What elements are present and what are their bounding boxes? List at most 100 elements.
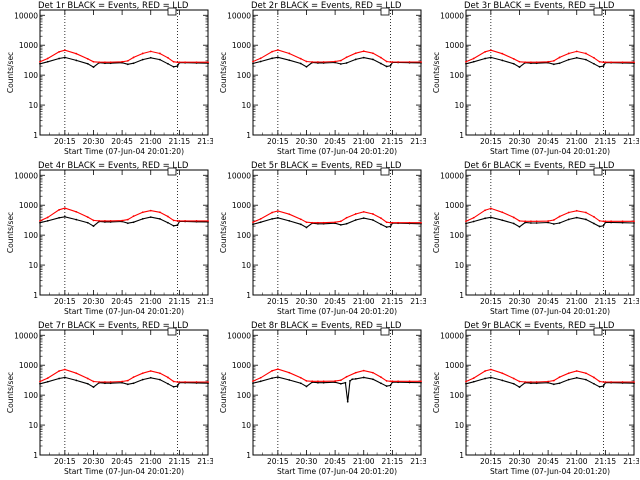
data-point-lld xyxy=(547,380,550,383)
data-point-lld xyxy=(322,380,325,383)
data-point-events xyxy=(339,382,342,385)
data-point-lld xyxy=(195,381,198,383)
data-point-lld xyxy=(593,215,595,218)
data-point-lld xyxy=(121,219,124,222)
data-point-lld xyxy=(547,220,550,222)
data-point-events xyxy=(259,221,262,224)
x-tick-label: 21:30 xyxy=(623,137,639,146)
y-tick-label: 1 xyxy=(246,451,251,460)
data-point-lld xyxy=(354,52,357,55)
data-point-events xyxy=(149,376,152,379)
data-point-events xyxy=(86,382,89,385)
x-tick-label: 21:15 xyxy=(169,457,191,466)
data-point-events xyxy=(484,377,487,380)
data-point-lld xyxy=(334,60,337,63)
data-point-lld xyxy=(345,216,348,219)
data-point-lld xyxy=(305,379,308,382)
data-point-lld xyxy=(489,49,492,52)
y-tick-label: 10000 xyxy=(440,171,464,180)
data-point-events xyxy=(518,386,521,389)
data-point-lld xyxy=(501,372,504,375)
data-point-lld xyxy=(132,215,135,218)
data-point-lld xyxy=(535,381,538,383)
data-point-lld xyxy=(299,57,302,60)
legend-box xyxy=(167,167,177,176)
chart-title: Det 5r BLACK = Events, RED = LLD xyxy=(251,161,402,171)
data-point-lld xyxy=(530,381,532,383)
data-point-lld xyxy=(524,61,527,64)
data-point-lld xyxy=(178,61,181,64)
y-tick-label: 100 xyxy=(450,71,465,80)
data-point-lld xyxy=(585,211,587,214)
data-point-events xyxy=(585,378,587,381)
data-point-lld xyxy=(75,372,78,375)
data-point-lld xyxy=(391,61,394,63)
data-point-lld xyxy=(176,61,179,64)
data-point-events xyxy=(305,65,308,68)
data-point-lld xyxy=(121,60,124,63)
data-point-lld xyxy=(86,57,89,60)
data-point-lld xyxy=(633,381,635,383)
data-point-events xyxy=(92,225,95,228)
data-point-events xyxy=(39,62,41,65)
x-tick-label: 21:30 xyxy=(410,297,426,306)
x-tick-label: 20:30 xyxy=(83,297,105,306)
data-point-lld xyxy=(252,380,254,382)
data-point-lld xyxy=(276,210,279,212)
data-point-events xyxy=(299,62,302,65)
data-point-lld xyxy=(288,213,291,216)
y-tick-label: 10 xyxy=(28,101,38,110)
data-point-lld xyxy=(345,56,348,59)
data-point-lld xyxy=(598,60,601,63)
x-tick-label: 20:15 xyxy=(267,457,289,466)
data-point-lld xyxy=(633,61,635,64)
data-point-lld xyxy=(389,61,392,63)
data-point-lld xyxy=(149,50,152,53)
data-point-events xyxy=(512,62,515,65)
x-tick-label: 21:15 xyxy=(595,297,617,306)
legend-box xyxy=(380,327,390,336)
data-point-events xyxy=(276,216,279,219)
data-point-events xyxy=(126,222,129,225)
data-point-events xyxy=(276,56,279,59)
chart-title: Det 6r BLACK = Events, RED = LLD xyxy=(464,161,615,171)
data-point-events xyxy=(552,383,555,386)
data-point-lld xyxy=(311,221,314,224)
data-point-events xyxy=(58,57,61,60)
data-point-events xyxy=(86,62,89,65)
data-point-lld xyxy=(86,377,89,380)
data-point-lld xyxy=(311,380,314,383)
data-point-lld xyxy=(501,211,504,214)
data-point-lld xyxy=(159,372,161,375)
y-tick-label: 1000 xyxy=(19,41,38,50)
data-point-events xyxy=(75,379,78,382)
data-point-lld xyxy=(75,210,78,213)
data-point-lld xyxy=(259,57,262,60)
data-point-events xyxy=(362,217,365,220)
y-axis-label: Counts/sec xyxy=(6,372,15,413)
data-point-events xyxy=(58,377,61,380)
data-point-lld xyxy=(610,381,612,383)
x-tick-label: 21:00 xyxy=(566,457,588,466)
data-point-events xyxy=(75,218,78,221)
data-point-lld xyxy=(575,50,578,53)
data-point-lld xyxy=(420,61,422,63)
y-tick-label: 1000 xyxy=(232,41,251,50)
data-point-lld xyxy=(141,211,144,214)
data-point-lld xyxy=(276,49,279,51)
y-tick-label: 1 xyxy=(459,131,464,140)
data-point-lld xyxy=(389,221,392,224)
x-tick-label: 21:00 xyxy=(353,137,375,146)
plot-frame xyxy=(39,9,209,136)
data-point-lld xyxy=(484,370,487,372)
data-point-lld xyxy=(558,376,561,379)
y-tick-label: 10 xyxy=(241,421,251,430)
detector-panel-1: Det 1r BLACK = Events, RED = LLD 1 10 100 10… xyxy=(0,0,213,160)
legend-box xyxy=(167,7,177,16)
data-point-lld xyxy=(39,380,41,383)
y-tick-label: 10 xyxy=(241,261,251,270)
data-point-lld xyxy=(339,59,342,62)
data-point-events xyxy=(252,382,254,385)
data-point-lld xyxy=(598,380,601,383)
x-tick-label: 20:30 xyxy=(296,297,318,306)
